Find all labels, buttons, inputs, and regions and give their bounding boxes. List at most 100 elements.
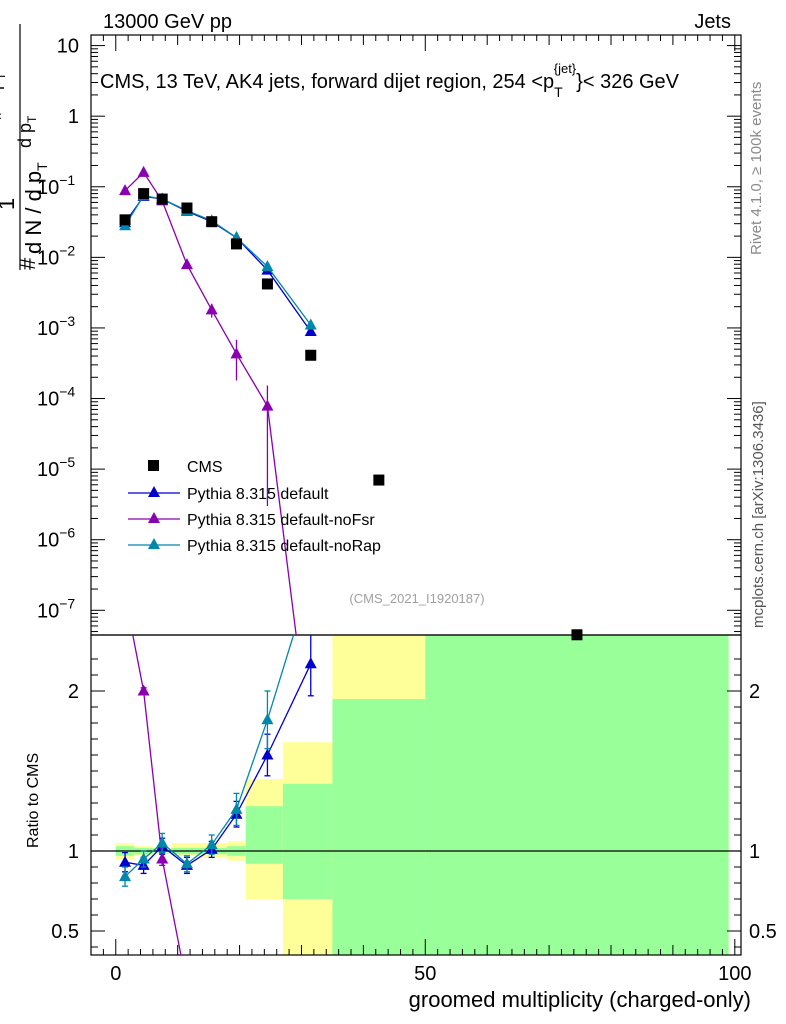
y-tick-label-main: 10−4 <box>37 384 75 411</box>
series-point-nofsr <box>230 347 243 359</box>
y-tick-label-ratio-left: 0.5 <box>51 921 79 943</box>
y-tick-label-main: 10 <box>57 36 79 58</box>
data-point-cms <box>156 193 168 205</box>
series-point-norap <box>304 318 317 330</box>
ylabel-one: 1 <box>0 198 19 210</box>
chart-title-sub: T <box>554 84 563 100</box>
x-tick-label: 100 <box>718 963 751 985</box>
data-point-cms <box>571 629 583 641</box>
ratio-point-norap <box>119 870 132 882</box>
mcplots-label: mcplots.cern.ch [arXiv:1306.3436] <box>750 401 767 628</box>
series-point-nofsr <box>180 258 193 270</box>
y-tick-label-main: 1 <box>68 106 79 128</box>
y-tick-label-main-exp: −3 <box>59 313 75 329</box>
y-tick-label-main-base: 10 <box>37 318 59 340</box>
band-inner-6 <box>245 806 283 864</box>
y-tick-label-main-base: 10 <box>37 530 59 552</box>
chart-title-main: CMS, 13 TeV, AK4 jets, forward dijet reg… <box>100 71 554 93</box>
ylabel-frac-top-sub: T <box>0 72 8 80</box>
y-tick-label-main-exp: −4 <box>59 384 75 400</box>
data-point-cms <box>230 238 242 250</box>
header-right: Jets <box>694 11 731 33</box>
y-tick-label-ratio-left: 1 <box>68 841 79 863</box>
y-tick-label-ratio-right: 1 <box>749 841 760 863</box>
chart-title: CMS, 13 TeV, AK4 jets, forward dijet reg… <box>100 61 680 100</box>
legend-marker-cms <box>148 460 159 471</box>
y-tick-label-main: 10−3 <box>37 313 75 340</box>
ratio-bands-clip <box>91 635 741 955</box>
series-line-nofsr <box>124 171 297 635</box>
header-left: 13000 GeV pp <box>103 11 232 33</box>
ratio-point-norap <box>156 836 169 848</box>
band-inner-8 <box>332 699 426 955</box>
y-tick-label-main: 10−1 <box>37 172 75 199</box>
ratio-point-norap <box>230 802 243 814</box>
y-axis-label-ratio: Ratio to CMS <box>25 753 42 848</box>
ylabel-inner-bot-sub: T <box>25 115 39 123</box>
ratio-plot-frame <box>90 634 742 956</box>
y-tick-label-main-base: 10 <box>37 247 59 269</box>
ratio-point-default <box>119 855 132 867</box>
ratio-point-norap <box>205 838 218 850</box>
data-point-cms <box>138 188 150 200</box>
legend-label-cms: CMS <box>187 459 223 476</box>
ratio-point-nofsr <box>137 684 150 696</box>
data-point-cms <box>373 474 385 486</box>
ylabel-frac-top-text: d p <box>0 80 4 105</box>
series-point-nofsr <box>205 303 218 315</box>
y-tick-label-ratio-right: 0.5 <box>749 921 777 943</box>
y-tick-label-main-exp: −2 <box>59 242 75 258</box>
data-point-cms <box>305 349 317 361</box>
ratio-point-norap <box>180 857 193 869</box>
ratio-point-norap <box>137 852 150 864</box>
chart-series <box>119 165 583 955</box>
y-tick-label-main-base: 10 <box>37 600 59 622</box>
ylabel-frac-top: d pT dλ <box>0 49 8 105</box>
series-line-default <box>124 195 312 332</box>
main-series-group <box>119 165 385 635</box>
chart-title-tail: }< 326 GeV <box>576 71 680 93</box>
ylabel-frac-top-rest: dλ <box>0 49 4 73</box>
ratio-series-group <box>119 635 317 955</box>
ylabel-den2-text: d N / d p <box>21 171 46 254</box>
y-tick-label-main-base: 10 <box>37 177 59 199</box>
data-point-cms <box>119 214 131 226</box>
legend-label-nofsr: Pythia 8.315 default-noFsr <box>187 512 375 529</box>
series-point-nofsr <box>119 184 132 196</box>
data-point-cms <box>206 216 218 228</box>
x-tick-label: 0 <box>110 963 121 985</box>
y-tick-label-main-exp: −7 <box>59 595 75 611</box>
legend-marker-nofsr <box>148 512 160 523</box>
band-inner-7 <box>282 783 333 899</box>
series-point-default <box>304 325 317 337</box>
y-axis-label-main: # d N / d pT 1 # d pT # d2N d pT dλ <box>0 24 50 270</box>
ratio-point-default <box>304 657 317 669</box>
series-point-norap <box>261 260 274 272</box>
x-tick-label: 50 <box>414 963 436 985</box>
x-axis-label: groomed multiplicity (charged-only) <box>409 987 751 1012</box>
ratio-point-default <box>261 748 274 760</box>
y-tick-label-main-base: 10 <box>37 389 59 411</box>
legend-label-norap: Pythia 8.315 default-noRap <box>187 538 381 555</box>
ylabel-den2-sub: T <box>34 162 50 171</box>
band-inner-9 <box>425 635 729 955</box>
ylabel-den: # <box>15 257 40 270</box>
data-point-cms <box>261 278 273 290</box>
series-line-norap <box>124 194 312 326</box>
y-tick-label-ratio-right: 2 <box>749 681 760 703</box>
y-tick-label-main-exp: −1 <box>59 172 75 188</box>
legend-label-default: Pythia 8.315 default <box>187 486 329 503</box>
ylabel-den2: d N / d pT <box>21 162 50 254</box>
y-tick-label-main: 10−5 <box>37 454 75 481</box>
ylabel-inner-bot: d pT <box>15 115 39 148</box>
series-point-nofsr <box>261 399 274 411</box>
data-point-cms <box>181 202 193 214</box>
chart-title-sup: {jet} <box>554 61 577 76</box>
series-point-nofsr <box>137 165 150 177</box>
legend-marker-default <box>148 486 160 497</box>
ratio-line-nofsr <box>132 635 182 955</box>
ratio-uncertainty-bands <box>91 635 741 955</box>
ylabel-inner-bot-text: d p <box>15 123 35 148</box>
